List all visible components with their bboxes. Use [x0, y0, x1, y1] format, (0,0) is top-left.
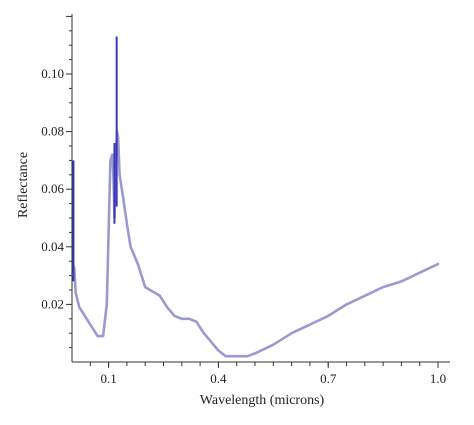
- y-tick-label: 0.08: [41, 124, 64, 139]
- y-tick-label: 0.02: [41, 296, 64, 311]
- x-tick-label: 0.7: [320, 371, 337, 386]
- x-tick-label: 1.0: [430, 371, 446, 386]
- x-tick-label: 0.1: [100, 371, 116, 386]
- x-axis-title: Wavelength (microns): [200, 393, 325, 408]
- y-tick-label: 0.10: [41, 66, 64, 81]
- y-tick-label: 0.04: [41, 239, 64, 254]
- x-tick-label: 0.4: [210, 371, 227, 386]
- y-axis-title: Reflectance: [16, 152, 31, 218]
- y-tick-label: 0.06: [41, 181, 64, 196]
- plot-layer: 0.02 0.04 0.06 0.08 0.10 0.1 0.4 0.7 1.0: [41, 14, 450, 386]
- reflectance-series-line: [72, 130, 440, 358]
